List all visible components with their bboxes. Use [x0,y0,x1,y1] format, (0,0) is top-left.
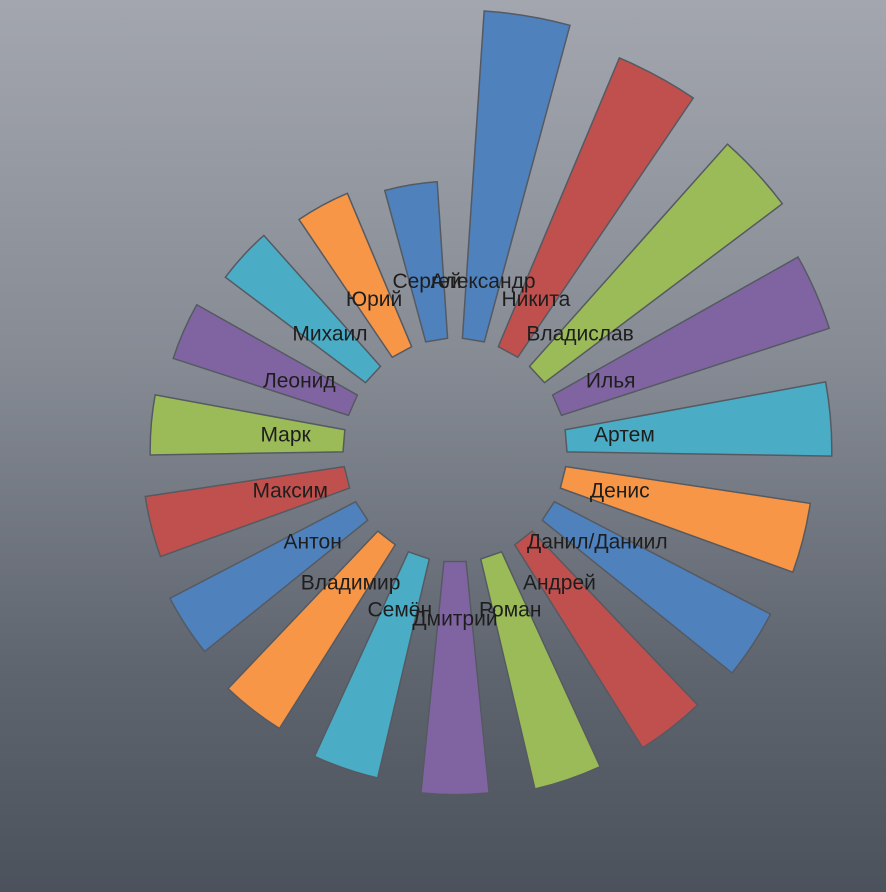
pie-slice [168,500,369,653]
pie-slice [564,381,833,457]
pie-slice [420,560,490,796]
slice-label: Леонид [263,369,336,392]
slice-label: Роман [479,598,541,621]
slice-label: Михаил [292,322,367,345]
slice-label: Артем [594,424,655,447]
pie-slice [313,550,431,779]
pie-slice [224,234,382,384]
pie-slice [559,465,812,574]
pie-slice [461,10,571,343]
slice-label: Семён [368,598,433,621]
slice-label: Андрей [523,572,596,595]
slice-label: Марк [260,424,311,447]
slice-label: Дмитрий [412,608,497,631]
slice-label: Владислав [526,322,634,345]
pie-slice [172,303,359,417]
slice-label: Антон [284,531,342,554]
slices [144,10,833,796]
slice-label: Юрий [346,288,402,311]
pie-slice [479,550,602,790]
slice-label: Владимир [301,572,401,595]
pie-slice [497,57,695,359]
pie-slice [383,180,449,343]
pie-slice [551,256,831,417]
slice-label: Сергей [392,270,461,293]
pie-slice [541,500,772,675]
slice-label: Александр [430,270,535,293]
slice-label: Денис [590,479,650,502]
pie-slice [227,530,397,730]
slice-label: Максим [252,479,328,502]
slice-label: Илья [586,369,636,392]
pie-slice [297,192,413,359]
pie-slice [528,143,784,384]
pie-slice [149,394,346,456]
slice-label: Данил/Даниил [527,531,668,554]
slice-label: Никита [501,288,570,311]
pie-slice [513,530,699,749]
pie-slice [144,465,351,558]
